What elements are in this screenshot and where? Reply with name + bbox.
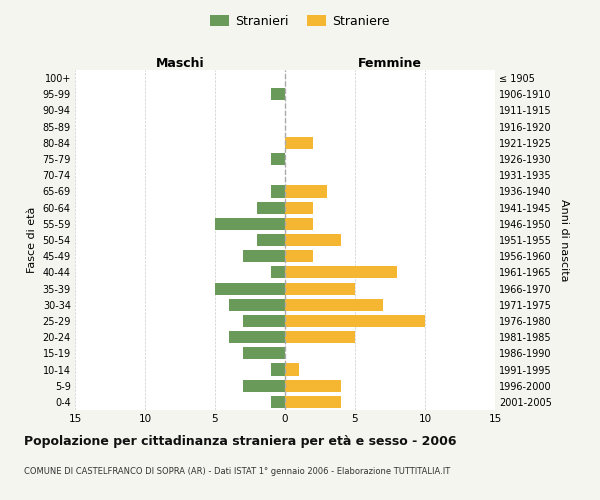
Bar bbox=[229, 331, 285, 343]
Bar bbox=[285, 234, 341, 246]
Bar bbox=[243, 315, 285, 327]
Bar bbox=[243, 348, 285, 360]
Bar bbox=[285, 282, 355, 294]
Bar bbox=[285, 380, 341, 392]
Bar bbox=[271, 266, 285, 278]
Legend: Stranieri, Straniere: Stranieri, Straniere bbox=[206, 11, 394, 32]
Bar bbox=[285, 202, 313, 213]
Bar bbox=[285, 298, 383, 311]
Bar bbox=[285, 218, 313, 230]
Bar bbox=[243, 380, 285, 392]
Bar bbox=[215, 282, 285, 294]
Bar bbox=[257, 202, 285, 213]
Bar bbox=[243, 250, 285, 262]
Bar bbox=[285, 137, 313, 149]
Bar bbox=[285, 315, 425, 327]
Y-axis label: Fasce di età: Fasce di età bbox=[27, 207, 37, 273]
Bar bbox=[271, 396, 285, 408]
Y-axis label: Anni di nascita: Anni di nascita bbox=[559, 198, 569, 281]
Bar bbox=[285, 331, 355, 343]
Text: Femmine: Femmine bbox=[358, 57, 422, 70]
Bar bbox=[285, 266, 397, 278]
Bar bbox=[285, 186, 327, 198]
Bar bbox=[257, 234, 285, 246]
Bar bbox=[271, 364, 285, 376]
Bar bbox=[285, 396, 341, 408]
Bar bbox=[271, 88, 285, 101]
Text: Maschi: Maschi bbox=[155, 57, 205, 70]
Bar bbox=[215, 218, 285, 230]
Text: Popolazione per cittadinanza straniera per età e sesso - 2006: Popolazione per cittadinanza straniera p… bbox=[24, 435, 457, 448]
Bar bbox=[229, 298, 285, 311]
Bar bbox=[285, 364, 299, 376]
Bar bbox=[271, 186, 285, 198]
Text: COMUNE DI CASTELFRANCO DI SOPRA (AR) - Dati ISTAT 1° gennaio 2006 - Elaborazione: COMUNE DI CASTELFRANCO DI SOPRA (AR) - D… bbox=[24, 468, 450, 476]
Bar bbox=[271, 153, 285, 165]
Bar bbox=[285, 250, 313, 262]
